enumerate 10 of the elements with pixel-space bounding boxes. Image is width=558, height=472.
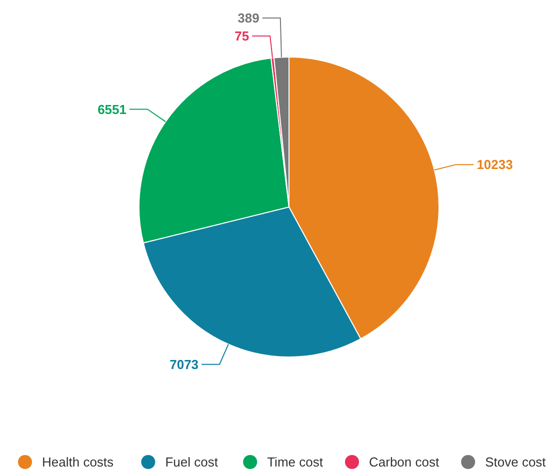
legend-label: Carbon cost xyxy=(369,454,440,470)
legend-label: Fuel cost xyxy=(165,454,218,470)
data-label: 6551 xyxy=(98,102,126,117)
legend-label: Stove cost xyxy=(485,454,546,470)
data-label: 389 xyxy=(238,10,260,26)
legend-label: Health costs xyxy=(42,454,114,470)
data-label: 10233 xyxy=(476,157,513,172)
data-label: 7073 xyxy=(170,356,199,372)
legend-label: Time cost xyxy=(267,454,324,470)
data-label: 75 xyxy=(234,28,250,44)
